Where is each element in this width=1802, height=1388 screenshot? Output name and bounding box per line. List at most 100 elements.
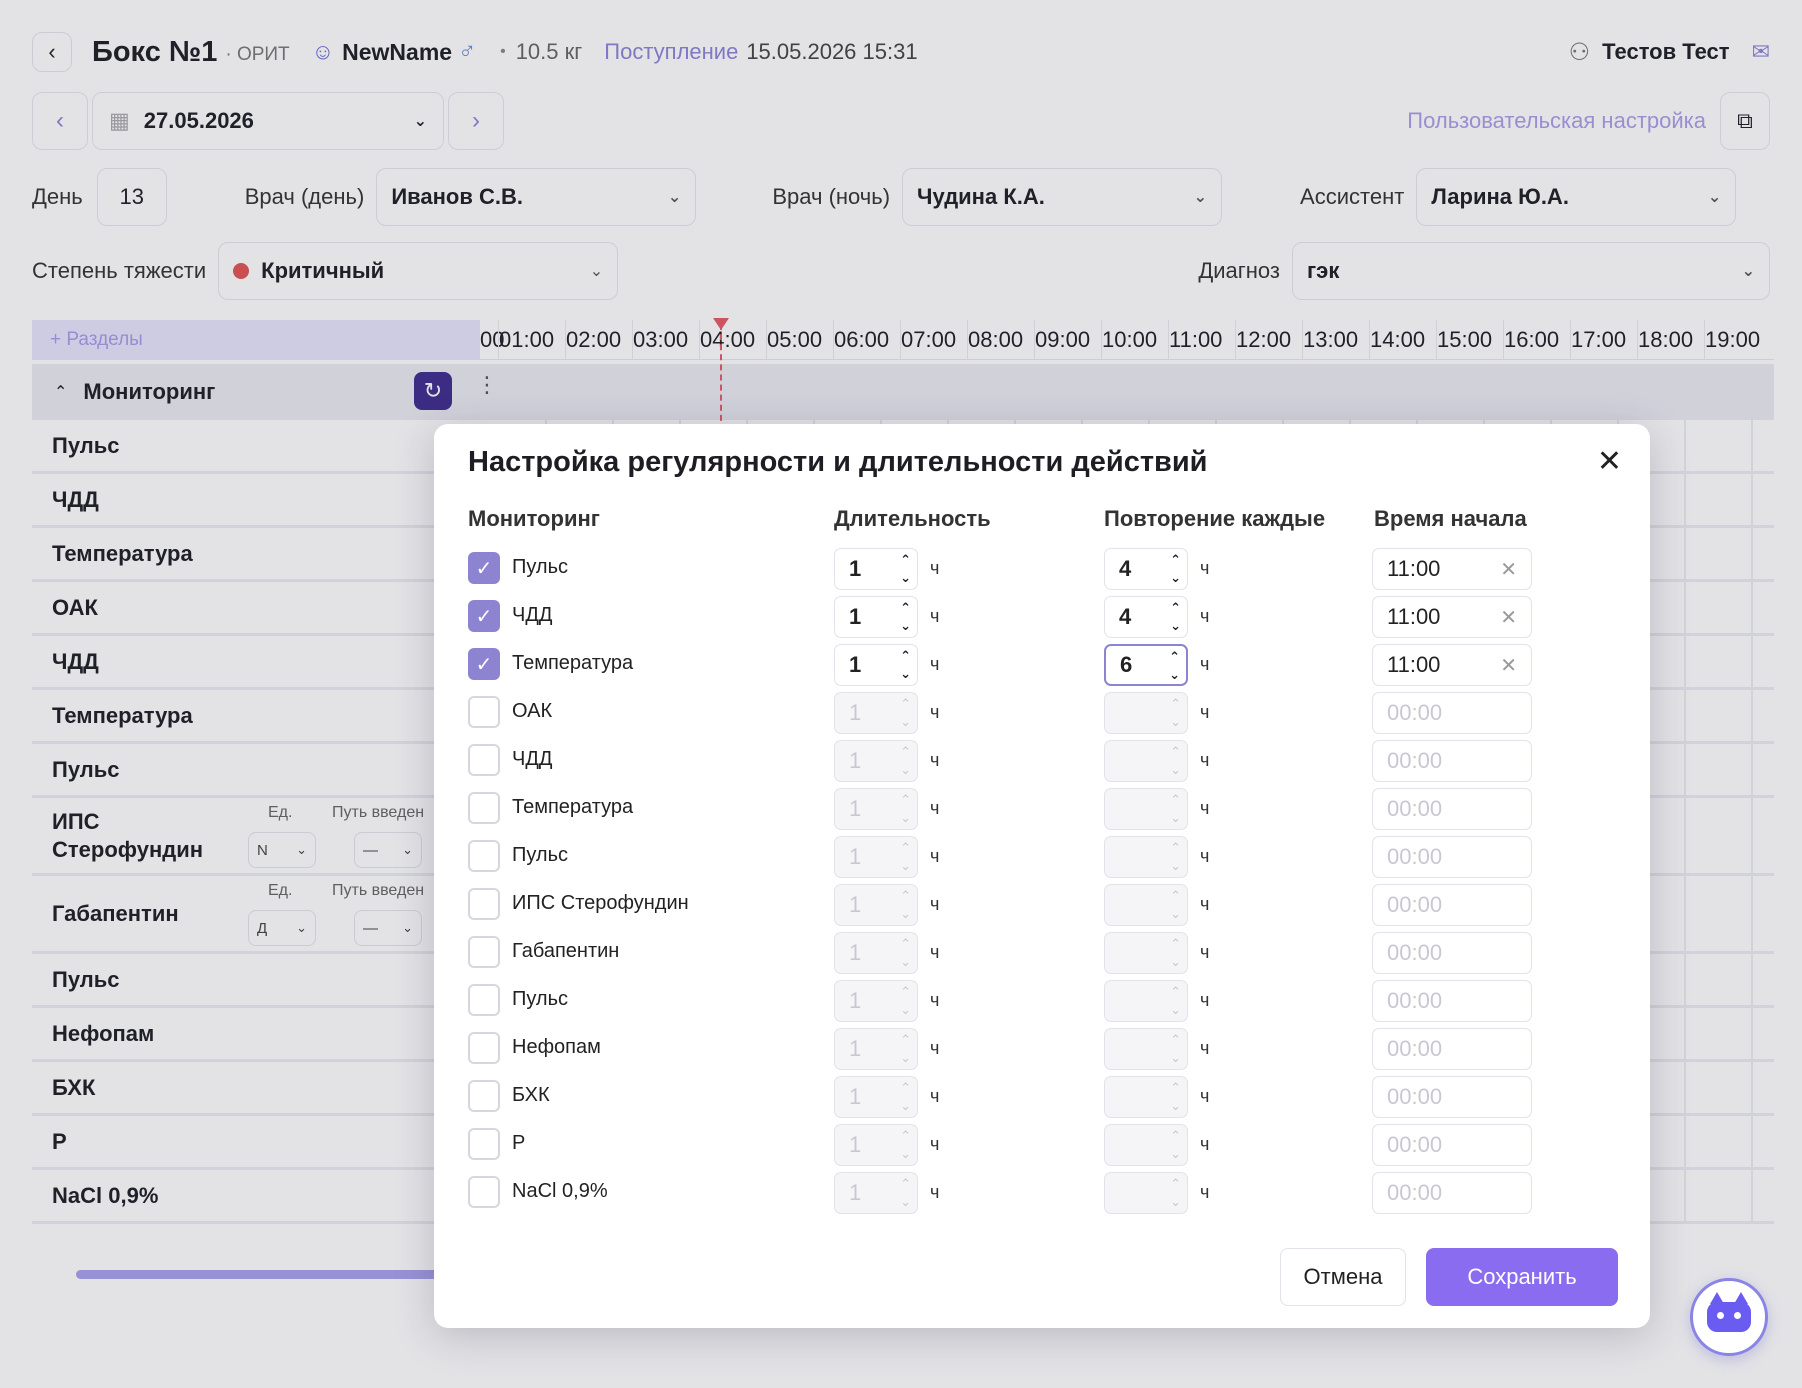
duration-input[interactable]: 1 ⌃ ⌄ — [834, 932, 918, 974]
unit-select[interactable]: Д ⌄ — [248, 910, 316, 946]
stepper-icon[interactable]: ⌃ ⌄ — [1170, 888, 1181, 921]
item-checkbox[interactable] — [468, 1176, 500, 1208]
stepper-icon[interactable]: ⌃ ⌄ — [1170, 840, 1181, 873]
severity-select[interactable]: Критичный ⌄ — [218, 242, 619, 300]
repeat-input[interactable]: ⌃ ⌄ — [1104, 1028, 1188, 1070]
stepper-icon[interactable]: ⌃ ⌄ — [900, 792, 911, 825]
stepper-icon[interactable]: ⌃ ⌄ — [900, 984, 911, 1017]
repeat-input[interactable]: 4 ⌃ ⌄ — [1104, 596, 1188, 638]
user-name[interactable]: Тестов Тест — [1602, 39, 1730, 64]
duration-input[interactable]: 1 ⌃ ⌄ — [834, 836, 918, 878]
date-select[interactable]: ▦ 27.05.2026 ⌄ — [92, 92, 444, 150]
stepper-icon[interactable]: ⌃ ⌄ — [1170, 600, 1181, 633]
stepper-icon[interactable]: ⌃ ⌄ — [1170, 552, 1181, 585]
more-vertical-icon[interactable]: ⋮ — [476, 372, 498, 397]
chevron-up-icon[interactable]: ⌃ — [54, 384, 68, 401]
start-time-input[interactable]: 00:00 — [1372, 932, 1532, 974]
start-time-input[interactable]: 00:00 — [1372, 1028, 1532, 1070]
stepper-icon[interactable]: ⌃ ⌄ — [1169, 649, 1180, 682]
close-icon[interactable]: ✕ — [1596, 445, 1622, 478]
duration-input[interactable]: 1 ⌃ ⌄ — [834, 644, 918, 686]
stepper-icon[interactable]: ⌃ ⌄ — [1170, 1080, 1181, 1113]
start-time-input[interactable]: 00:00 — [1372, 692, 1532, 734]
item-checkbox[interactable] — [468, 984, 500, 1016]
diagnosis-select[interactable]: гэк ⌄ — [1292, 242, 1770, 300]
stepper-icon[interactable]: ⌃ ⌄ — [900, 840, 911, 873]
repeat-input[interactable]: ⌃ ⌄ — [1104, 788, 1188, 830]
duration-input[interactable]: 1 ⌃ ⌄ — [834, 884, 918, 926]
item-checkbox[interactable] — [468, 792, 500, 824]
item-checkbox[interactable]: ✓ — [468, 648, 500, 680]
start-time-input[interactable]: 11:00 ✕ — [1372, 644, 1532, 686]
stepper-icon[interactable]: ⌃ ⌄ — [1170, 1032, 1181, 1065]
item-checkbox[interactable] — [468, 696, 500, 728]
day-input[interactable]: 13 — [96, 168, 167, 226]
clear-icon[interactable]: ✕ — [1500, 559, 1517, 581]
item-checkbox[interactable]: ✓ — [468, 552, 500, 584]
pet-name[interactable]: NewName — [342, 38, 453, 65]
duration-input[interactable]: 1 ⌃ ⌄ — [834, 1172, 918, 1214]
repeat-input[interactable]: ⌃ ⌄ — [1104, 836, 1188, 878]
stepper-icon[interactable]: ⌃ ⌄ — [900, 888, 911, 921]
regularity-button[interactable]: ↻ — [414, 372, 452, 410]
next-date-button[interactable]: › — [448, 92, 504, 150]
stepper-icon[interactable]: ⌃ ⌄ — [900, 552, 911, 585]
item-checkbox[interactable] — [468, 1128, 500, 1160]
mail-icon[interactable]: ✉ — [1751, 39, 1770, 64]
stepper-icon[interactable]: ⌃ ⌄ — [900, 600, 911, 633]
stepper-icon[interactable]: ⌃ ⌄ — [900, 1032, 911, 1065]
stepper-icon[interactable]: ⌃ ⌄ — [900, 1128, 911, 1161]
cancel-button[interactable]: Отмена — [1280, 1248, 1406, 1306]
stepper-icon[interactable]: ⌃ ⌄ — [1170, 1128, 1181, 1161]
start-time-input[interactable]: 00:00 — [1372, 1124, 1532, 1166]
item-checkbox[interactable] — [468, 1032, 500, 1064]
custom-setting-link[interactable]: Пользовательская настройка — [1407, 108, 1706, 133]
stepper-icon[interactable]: ⌃ ⌄ — [1170, 792, 1181, 825]
duration-input[interactable]: 1 ⌃ ⌄ — [834, 788, 918, 830]
repeat-input[interactable]: ⌃ ⌄ — [1104, 1076, 1188, 1118]
duration-input[interactable]: 1 ⌃ ⌄ — [834, 1124, 918, 1166]
horizontal-scrollbar[interactable] — [76, 1270, 696, 1279]
item-checkbox[interactable]: ✓ — [468, 600, 500, 632]
stepper-icon[interactable]: ⌃ ⌄ — [900, 648, 911, 681]
duration-input[interactable]: 1 ⌃ ⌄ — [834, 596, 918, 638]
start-time-input[interactable]: 00:00 — [1372, 884, 1532, 926]
repeat-input[interactable]: ⌃ ⌄ — [1104, 932, 1188, 974]
duration-input[interactable]: 1 ⌃ ⌄ — [834, 1076, 918, 1118]
item-checkbox[interactable] — [468, 936, 500, 968]
repeat-input[interactable]: ⌃ ⌄ — [1104, 692, 1188, 734]
stepper-icon[interactable]: ⌃ ⌄ — [900, 1080, 911, 1113]
stepper-icon[interactable]: ⌃ ⌄ — [1170, 696, 1181, 729]
unit-select[interactable]: N ⌄ — [248, 832, 316, 868]
duration-input[interactable]: 1 ⌃ ⌄ — [834, 980, 918, 1022]
item-checkbox[interactable] — [468, 744, 500, 776]
duration-input[interactable]: 1 ⌃ ⌄ — [834, 1028, 918, 1070]
duration-input[interactable]: 1 ⌃ ⌄ — [834, 548, 918, 590]
route-select[interactable]: — ⌄ — [354, 910, 422, 946]
assistant-bot-button[interactable] — [1690, 1278, 1768, 1356]
assistant-select[interactable]: Ларина Ю.А. ⌄ — [1416, 168, 1737, 226]
route-select[interactable]: — ⌄ — [354, 832, 422, 868]
stepper-icon[interactable]: ⌃ ⌄ — [1170, 1176, 1181, 1209]
start-time-input[interactable]: 00:00 — [1372, 980, 1532, 1022]
repeat-input[interactable]: ⌃ ⌄ — [1104, 740, 1188, 782]
repeat-input[interactable]: ⌃ ⌄ — [1104, 884, 1188, 926]
prev-date-button[interactable]: ‹ — [32, 92, 88, 150]
repeat-input[interactable]: 6 ⌃ ⌄ — [1104, 644, 1188, 686]
repeat-input[interactable]: 4 ⌃ ⌄ — [1104, 548, 1188, 590]
stepper-icon[interactable]: ⌃ ⌄ — [900, 696, 911, 729]
repeat-input[interactable]: ⌃ ⌄ — [1104, 1172, 1188, 1214]
sections-button[interactable]: + Разделы — [32, 320, 480, 360]
doctor-night-select[interactable]: Чудина К.А. ⌄ — [902, 168, 1223, 226]
start-time-input[interactable]: 00:00 — [1372, 1172, 1532, 1214]
start-time-input[interactable]: 00:00 — [1372, 788, 1532, 830]
stepper-icon[interactable]: ⌃ ⌄ — [1170, 744, 1181, 777]
stepper-icon[interactable]: ⌃ ⌄ — [900, 1176, 911, 1209]
item-checkbox[interactable] — [468, 840, 500, 872]
repeat-input[interactable]: ⌃ ⌄ — [1104, 1124, 1188, 1166]
doctor-day-select[interactable]: Иванов С.В. ⌄ — [376, 168, 697, 226]
stepper-icon[interactable]: ⌃ ⌄ — [900, 744, 911, 777]
copy-button[interactable]: ⧉ — [1720, 92, 1770, 150]
section-monitoring[interactable]: ⌃ Мониторинг ↻ ⋮ — [32, 364, 1774, 420]
start-time-input[interactable]: 11:00 ✕ — [1372, 548, 1532, 590]
